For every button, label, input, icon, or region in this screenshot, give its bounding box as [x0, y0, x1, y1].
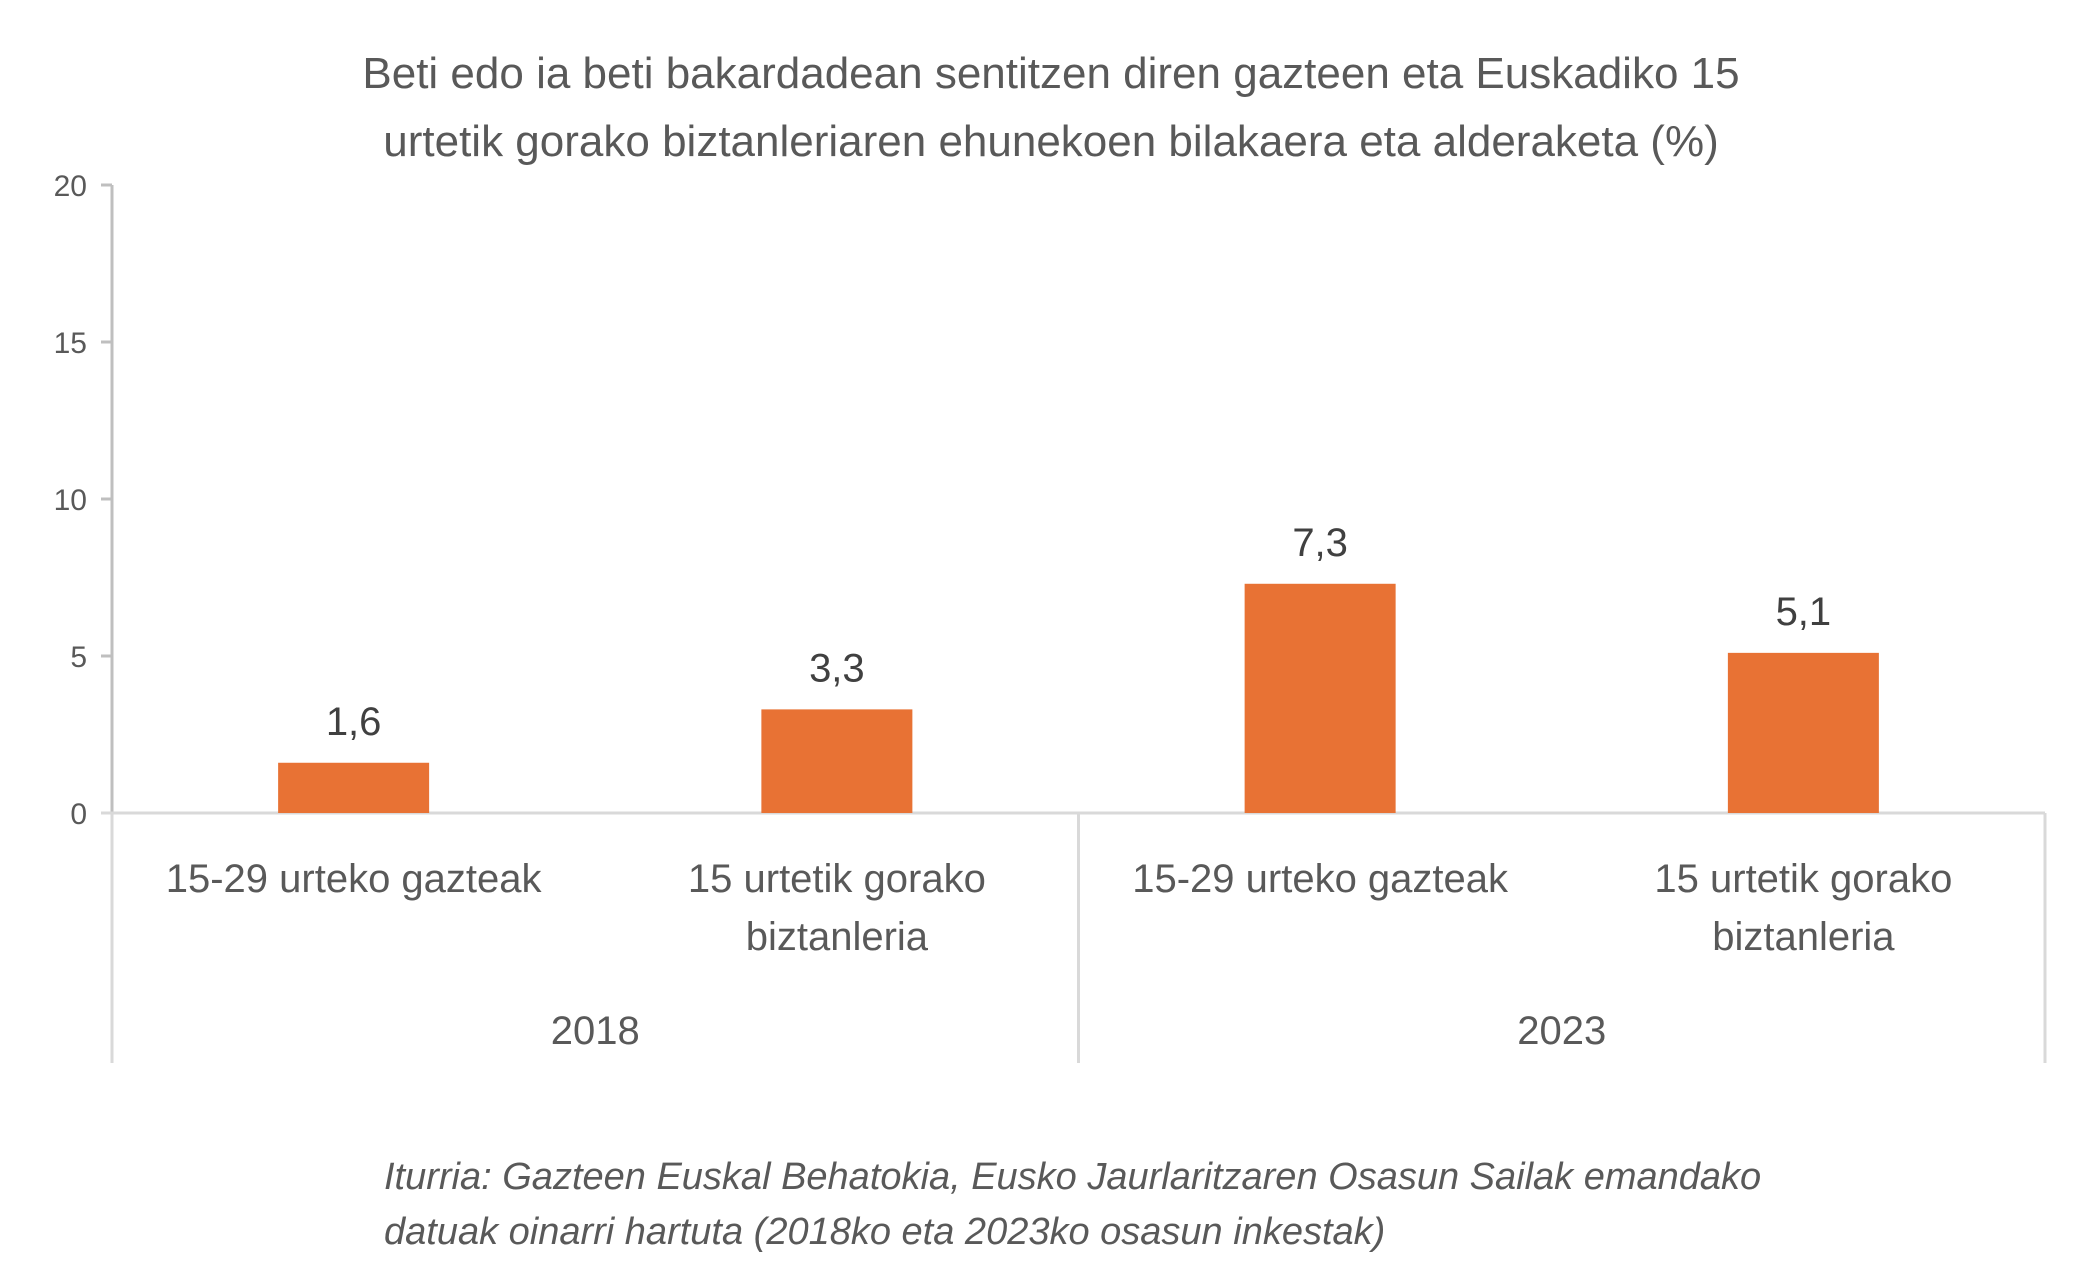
chart-title: Beti edo ia beti bakardadean sentitzen d…: [0, 40, 2093, 176]
data-label: 3,3: [809, 646, 865, 690]
bar: [761, 709, 913, 813]
y-tick-label: 10: [54, 484, 87, 517]
category-label: biztanleria: [746, 915, 929, 959]
bar: [278, 762, 430, 813]
data-label: 5,1: [1776, 590, 1832, 634]
data-label: 7,3: [1292, 521, 1348, 565]
source-note: Iturria: Gazteen Euskal Behatokia, Eusko…: [384, 1150, 1761, 1260]
source-line-1: Iturria: Gazteen Euskal Behatokia, Eusko…: [384, 1156, 1762, 1198]
group-label: 2018: [551, 1009, 640, 1053]
bar: [1244, 583, 1396, 813]
y-tick-label: 15: [54, 327, 87, 360]
chart-title-line-2: urtetik gorako biztanleriaren ehunekoen …: [383, 117, 1719, 166]
chart-title-line-1: Beti edo ia beti bakardadean sentitzen d…: [362, 49, 1740, 98]
group-label: 2023: [1517, 1009, 1606, 1053]
bar: [1727, 652, 1879, 813]
category-label: 15 urtetik gorako: [1654, 857, 1952, 901]
category-label: biztanleria: [1712, 915, 1895, 959]
category-label: 15-29 urteko gazteak: [1132, 857, 1509, 901]
source-line-2: datuak oinarri hartuta (2018ko eta 2023k…: [384, 1211, 1386, 1253]
data-label: 1,6: [326, 700, 382, 744]
y-tick-label: 20: [54, 170, 87, 203]
y-tick-label: 5: [70, 641, 87, 674]
category-label: 15 urtetik gorako: [688, 857, 986, 901]
category-label: 15-29 urteko gazteak: [166, 857, 543, 901]
y-tick-label: 0: [70, 798, 87, 831]
